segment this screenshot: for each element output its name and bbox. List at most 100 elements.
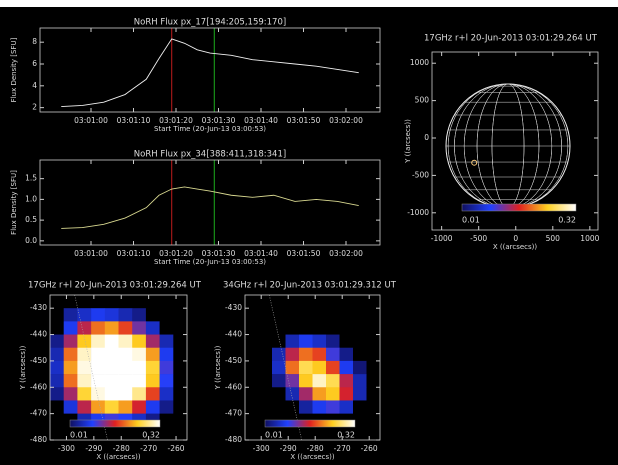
x-axis-label: X ((arcsecs)) xyxy=(493,243,538,251)
pixel xyxy=(312,347,327,362)
x-tick-label: 03:01:50 xyxy=(287,249,321,258)
y-tick-label: 0.0 xyxy=(25,236,37,245)
flux-line xyxy=(61,186,359,229)
pixel xyxy=(63,426,78,441)
pixel xyxy=(312,321,327,335)
x-tick-label: -280 xyxy=(307,444,324,453)
pixel xyxy=(132,387,147,401)
pixel xyxy=(145,308,160,322)
y-tick-label: 0.5 xyxy=(25,215,37,224)
pixel xyxy=(312,308,327,322)
y-tick-label: -470 xyxy=(30,409,47,418)
pixel xyxy=(366,321,381,335)
pixel xyxy=(258,387,273,401)
pixel xyxy=(258,400,273,414)
pixel xyxy=(312,426,327,441)
pixel xyxy=(366,400,381,414)
pixel xyxy=(145,374,160,388)
pixel xyxy=(118,374,133,388)
x-tick-label: -500 xyxy=(470,234,487,243)
colorbar-max-label: 0.32 xyxy=(142,431,160,440)
pixel xyxy=(312,295,327,309)
chart-title: 17GHz r+l 20-Jun-2013 03:01:29.264 UT xyxy=(28,281,202,291)
x-tick-label: -300 xyxy=(253,444,270,453)
pixel xyxy=(272,400,286,414)
pixel xyxy=(77,400,92,414)
pixel xyxy=(50,374,64,388)
pixel xyxy=(63,347,78,362)
pixel xyxy=(173,426,188,441)
pixel xyxy=(285,360,300,375)
pixel xyxy=(132,347,147,362)
y-tick-label: -460 xyxy=(30,382,47,391)
colorbar-min-label: 0.01 xyxy=(462,216,480,225)
pixel xyxy=(326,426,340,441)
pixel xyxy=(50,360,64,375)
y-tick-label: 1.0 xyxy=(25,194,37,203)
pixel xyxy=(159,360,174,375)
colorbar-max-label: 0.32 xyxy=(337,431,355,440)
pixel xyxy=(132,295,147,309)
pixel xyxy=(366,387,381,401)
pixel xyxy=(173,374,188,388)
pixel xyxy=(366,334,381,349)
y-tick-label: -430 xyxy=(30,303,47,312)
pixel xyxy=(285,334,300,349)
pixel xyxy=(173,321,188,335)
pixel xyxy=(104,321,119,335)
pixel xyxy=(339,334,354,349)
plot-frame xyxy=(39,27,381,113)
x-tick-label: 03:01:50 xyxy=(287,116,321,125)
pixel xyxy=(245,334,259,349)
pixel xyxy=(299,321,313,335)
plot-frame xyxy=(39,159,381,246)
pixel xyxy=(104,387,119,401)
pixel xyxy=(50,426,64,441)
colorbar-max-label: 0.32 xyxy=(558,216,576,225)
pixel xyxy=(63,374,78,388)
y-axis-label: Y ((arcsecs)) xyxy=(404,119,412,164)
pixel xyxy=(132,321,147,335)
x-tick-label: 03:01:40 xyxy=(244,116,278,125)
pixel xyxy=(145,360,160,375)
pixel xyxy=(245,308,259,322)
pixel xyxy=(299,400,313,414)
pixel xyxy=(299,347,313,362)
pixel xyxy=(63,321,78,335)
pixel xyxy=(50,413,64,428)
pixel xyxy=(104,374,119,388)
pixel xyxy=(159,374,174,388)
y-tick-label: 8 xyxy=(32,37,37,46)
pixel xyxy=(366,426,381,441)
y-tick-label: -440 xyxy=(225,330,242,339)
pixel xyxy=(339,321,354,335)
x-axis-label: X ((arcsecs)) xyxy=(96,453,141,461)
pixel xyxy=(272,347,286,362)
pixel xyxy=(77,360,92,375)
pixel xyxy=(50,321,64,335)
pixel xyxy=(145,295,160,309)
pixel xyxy=(77,347,92,362)
pixel xyxy=(245,400,259,414)
pixel xyxy=(145,400,160,414)
x-tick-label: 03:02:00 xyxy=(329,116,363,125)
top-border xyxy=(0,0,618,7)
y-tick-label: 1000 xyxy=(410,58,429,67)
pixel xyxy=(326,400,340,414)
pixel xyxy=(145,426,160,441)
pixel xyxy=(159,334,174,349)
pixel xyxy=(173,360,188,375)
pixel xyxy=(145,387,160,401)
x-tick-label: 03:02:00 xyxy=(329,249,363,258)
pixel xyxy=(366,347,381,362)
pixel xyxy=(285,295,300,309)
pixel xyxy=(50,387,64,401)
x-tick-label: -1000 xyxy=(431,234,453,243)
pixel xyxy=(299,374,313,388)
pixel xyxy=(299,308,313,322)
pixel xyxy=(77,308,92,322)
pixel xyxy=(326,387,340,401)
pixel xyxy=(285,387,300,401)
x-tick-label: -270 xyxy=(140,444,157,453)
y-tick-label: 500 xyxy=(415,96,430,105)
